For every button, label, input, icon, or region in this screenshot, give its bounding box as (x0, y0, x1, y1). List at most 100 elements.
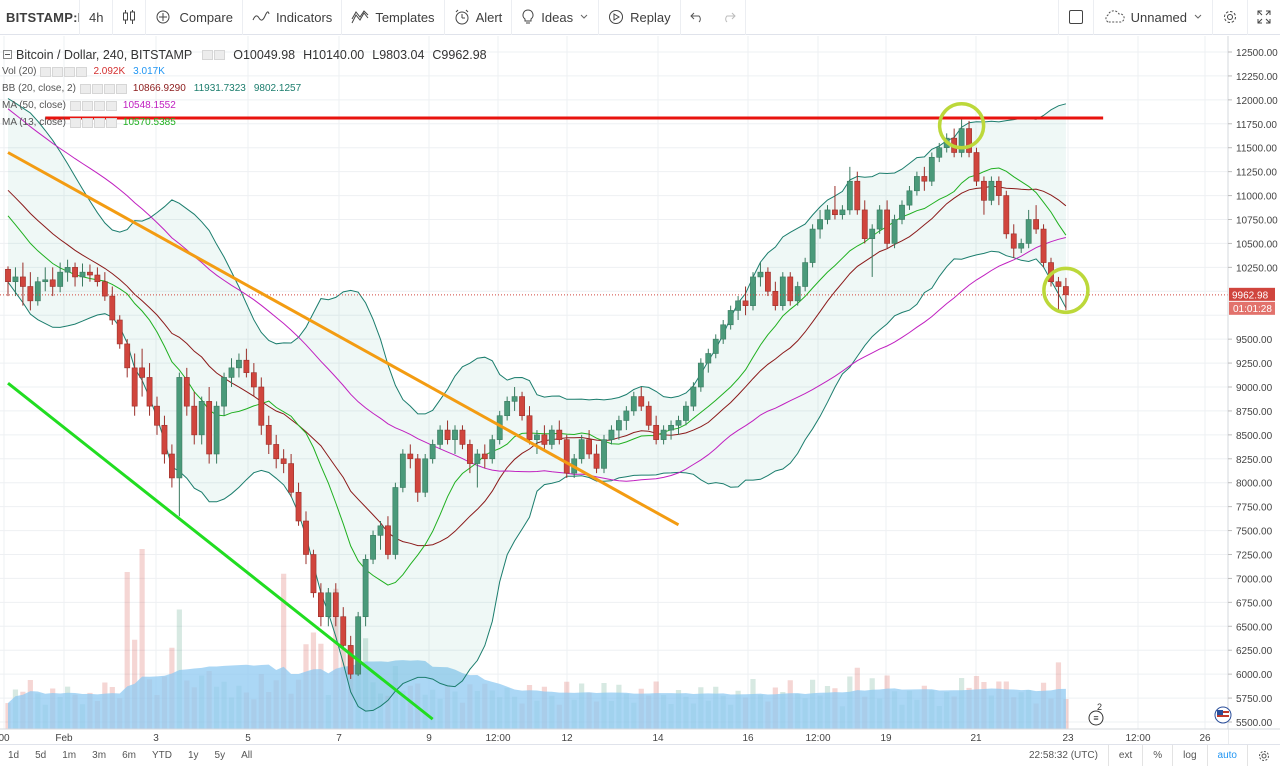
collapse-legend-icon[interactable] (3, 50, 12, 59)
indicator-controls[interactable] (79, 83, 127, 94)
indicator-legend-row[interactable]: MA (13, close) 10570.5385 (0, 114, 495, 131)
time-tick-label: 5 (245, 733, 251, 744)
bollinger-lower-band (7, 250, 1067, 712)
templates-button[interactable]: Templates (342, 0, 445, 35)
candle-body (861, 209, 868, 239)
interval-button[interactable]: 4h (80, 0, 114, 35)
ideas-button[interactable]: Ideas (512, 0, 600, 35)
chart-pane[interactable]: 12500.00 12250.00 12000.00 11750.00 11500.00… (0, 36, 1280, 744)
settings-button[interactable] (1213, 0, 1248, 35)
candle-body (720, 324, 727, 340)
range-button-6m[interactable]: 6m (122, 750, 136, 761)
price-chart[interactable]: 12500.00 12250.00 12000.00 11750.00 11500.00… (0, 36, 1280, 744)
candle-body (541, 434, 548, 445)
axis-settings-button[interactable] (1247, 744, 1280, 766)
range-button-1y[interactable]: 1y (187, 750, 199, 761)
undo-button[interactable] (681, 0, 713, 35)
time-axis-bg (0, 729, 1228, 744)
range-button-5y[interactable]: 5y (214, 750, 226, 761)
chevron-down-icon (579, 13, 589, 21)
range-button-3m[interactable]: 3m (92, 750, 107, 761)
candle-body (802, 262, 809, 287)
auto-scale-toggle[interactable]: auto (1206, 744, 1247, 766)
candle-body (49, 279, 56, 287)
compare-icon (155, 9, 173, 25)
range-button-all[interactable]: All (241, 750, 253, 761)
candle-body (198, 401, 205, 436)
log-toggle[interactable]: log (1172, 744, 1206, 766)
candle-body (213, 405, 220, 455)
price-tick-label: 7000.00 (1236, 574, 1273, 585)
range-button-5d[interactable]: 5d (35, 750, 47, 761)
layout-name-button[interactable]: Unnamed (1094, 0, 1213, 35)
indicator-controls[interactable] (69, 100, 117, 111)
replay-button[interactable]: Replay (599, 0, 681, 35)
candle-body (332, 592, 339, 618)
price-tick-label: 5500.00 (1236, 718, 1273, 729)
range-button-1d[interactable]: 1d (8, 750, 20, 761)
price-tick-label: 11500.00 (1236, 144, 1277, 155)
price-tick-label: 8750.00 (1236, 407, 1273, 418)
price-tick-label: 11250.00 (1236, 168, 1277, 179)
percent-toggle[interactable]: % (1142, 744, 1172, 766)
candle-body (705, 353, 712, 364)
interval-label: 4h (89, 9, 104, 25)
gear-icon (1259, 750, 1269, 761)
candle-body (936, 147, 943, 158)
indicator-name: MA (13, close) (2, 117, 66, 128)
expand-button[interactable] (1248, 0, 1280, 35)
fullscreen-toggle-button[interactable] (1057, 0, 1094, 35)
candle-body (526, 415, 533, 440)
candle-body (534, 434, 540, 440)
symbol-search-button[interactable]: BITSTAMP:B (0, 0, 80, 35)
candle-body (1033, 219, 1039, 230)
chart-type-button[interactable] (113, 0, 147, 35)
svg-text:≡: ≡ (1093, 713, 1098, 723)
expand-icon (1257, 10, 1271, 24)
alarm-clock-icon (454, 9, 470, 25)
candle-body (57, 271, 64, 287)
legend-controls[interactable] (202, 49, 226, 60)
replay-icon (608, 9, 624, 25)
candle-body (690, 386, 697, 407)
candle-body (988, 180, 995, 201)
redo-button[interactable] (713, 0, 746, 35)
indicator-legend-row[interactable]: Vol (20) 2.092K 3.017K (0, 63, 495, 80)
candle-body (787, 276, 794, 302)
candle-body (42, 279, 49, 283)
price-tick-label: 5750.00 (1236, 694, 1273, 705)
candle-body (1018, 243, 1025, 249)
candle-body (310, 554, 317, 594)
last-price-marker (1229, 287, 1275, 301)
candle-body (139, 367, 145, 378)
ma-50-line (7, 108, 1067, 482)
indicators-button[interactable]: Indicators (243, 0, 343, 35)
flag-event[interactable] (1214, 706, 1232, 724)
indicator-value: 3.017K (133, 66, 165, 77)
range-button-1m[interactable]: 1m (62, 750, 77, 761)
indicator-legend-row[interactable]: MA (50, close) 10548.1552 (0, 97, 495, 114)
candle-body (1025, 219, 1032, 244)
candle-body (429, 444, 436, 460)
indicator-controls[interactable] (69, 117, 117, 128)
candle-body (779, 276, 786, 306)
range-button-ytd[interactable]: YTD (151, 750, 172, 761)
candle-body (1010, 233, 1017, 249)
indicator-legend-row[interactable]: BB (20, close, 2) 10866.9290 11931.7323 980… (0, 80, 495, 97)
events-badge[interactable]: ≡ 2 (1086, 702, 1108, 726)
candle-body (12, 276, 19, 283)
candle-body (727, 310, 734, 326)
candle-body (899, 204, 905, 220)
candle-body (466, 444, 473, 464)
downtrend-trendline (7, 151, 680, 527)
candle-body (5, 268, 11, 283)
bottom-toolbar: 1d 5d 1m 3m 6m YTD 1y 5y All 22:58:32 (UTC) ext … (0, 744, 1280, 766)
compare-button[interactable]: Compare (146, 0, 243, 35)
ext-toggle[interactable]: ext (1107, 744, 1142, 766)
alert-button[interactable]: Alert (445, 0, 513, 35)
utc-clock[interactable]: 22:58:32 (UTC) (1029, 750, 1098, 761)
layout-name-label: Unnamed (1130, 9, 1187, 25)
indicator-controls[interactable] (40, 66, 88, 77)
candle-body (697, 362, 704, 388)
candle-body (317, 592, 324, 618)
